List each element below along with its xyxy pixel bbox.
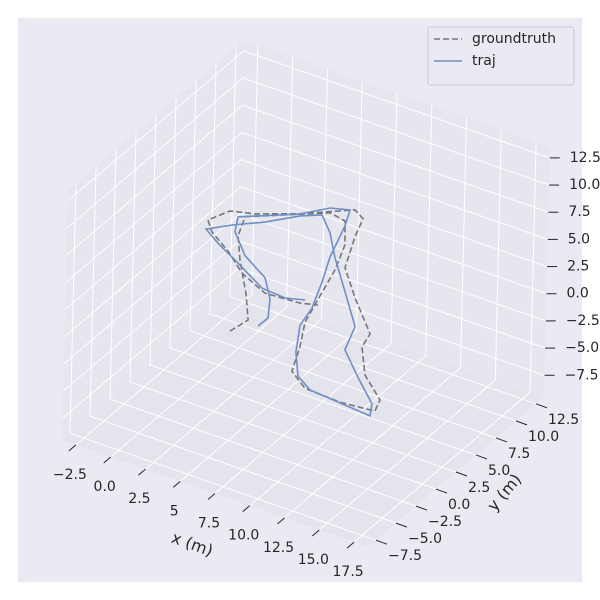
grid-line [284, 117, 467, 519]
x-tick-label: −2.5 [53, 467, 87, 483]
x-tick [277, 517, 285, 525]
grid-line [229, 46, 537, 405]
y-tick [395, 522, 408, 528]
x-tick [172, 480, 181, 488]
y-tick [495, 437, 508, 443]
grid-line [69, 183, 377, 541]
x-tick-label: 10.0 [228, 528, 259, 544]
y-tick-label: 7.5 [508, 446, 530, 462]
grid-line [64, 159, 548, 310]
x-tick-label: 15.0 [298, 552, 329, 568]
legend-label: traj [472, 53, 496, 69]
grid-line [179, 81, 363, 482]
z-tick-label: −7.5 [565, 367, 599, 383]
grid-line [66, 77, 550, 229]
x-tick [311, 529, 320, 537]
y-tick-label: −2.5 [428, 514, 462, 530]
z-tick-label: −5.0 [565, 340, 599, 356]
grid-line [249, 105, 433, 507]
legend-box [427, 26, 575, 86]
legend-label: groundtruth [472, 31, 556, 47]
grid-line [63, 213, 546, 365]
grid-line [109, 149, 417, 507]
z-tick-label: −2.5 [566, 313, 600, 329]
y-tick [415, 505, 428, 511]
z-tick-label: 10.0 [569, 177, 600, 193]
x-tick [207, 493, 216, 500]
x-tick-label: 2.5 [128, 491, 150, 507]
grid-line [189, 80, 497, 439]
grid-line [353, 142, 537, 543]
grid-line [75, 44, 259, 446]
x-tick-label: 0.0 [94, 479, 116, 495]
grid-line [66, 104, 549, 256]
grid-line [110, 56, 294, 458]
grid-line [318, 129, 502, 531]
y-tick-label: 0.0 [448, 497, 470, 513]
grid-line [209, 63, 517, 422]
z-tick-label: 2.5 [567, 259, 589, 275]
y-tick-label: −5.0 [408, 531, 442, 547]
x-tick [103, 456, 112, 464]
x-tick-label: 5 [170, 503, 179, 519]
x-tick-label: 17.5 [333, 564, 364, 580]
y-tick-label: 12.5 [548, 412, 579, 428]
grid-line [169, 97, 477, 456]
x-tick-label: 7.5 [198, 516, 220, 532]
x-tick [68, 444, 77, 452]
y-tick-label: 2.5 [468, 480, 490, 496]
trajectory-line [204, 207, 373, 418]
grid-line [149, 114, 457, 473]
y-tick-label: 10.0 [528, 429, 559, 445]
grid-line [67, 50, 550, 202]
y-tick [375, 539, 388, 545]
y-tick [515, 420, 528, 426]
y-tick [475, 454, 488, 460]
grid-line [145, 69, 328, 470]
x-tick [242, 505, 251, 513]
y-tick [455, 471, 468, 477]
y-tick-label: 5.0 [488, 463, 510, 479]
x-tick [346, 541, 355, 549]
y-tick [435, 488, 448, 494]
y-tick-label: −7.5 [388, 548, 422, 564]
z-tick-label: 0.0 [566, 286, 588, 302]
grid-line [64, 186, 547, 338]
x-tick [138, 468, 146, 476]
z-tick-label: 5.0 [568, 231, 590, 247]
z-tick-label: 7.5 [568, 204, 590, 220]
grid-line [89, 166, 397, 524]
grid-line [129, 131, 437, 490]
y-tick [535, 403, 548, 409]
grid-line [214, 93, 398, 494]
x-tick-label: 12.5 [263, 540, 294, 556]
z-tick-label: 12.5 [570, 150, 600, 166]
grid-line [65, 131, 548, 283]
